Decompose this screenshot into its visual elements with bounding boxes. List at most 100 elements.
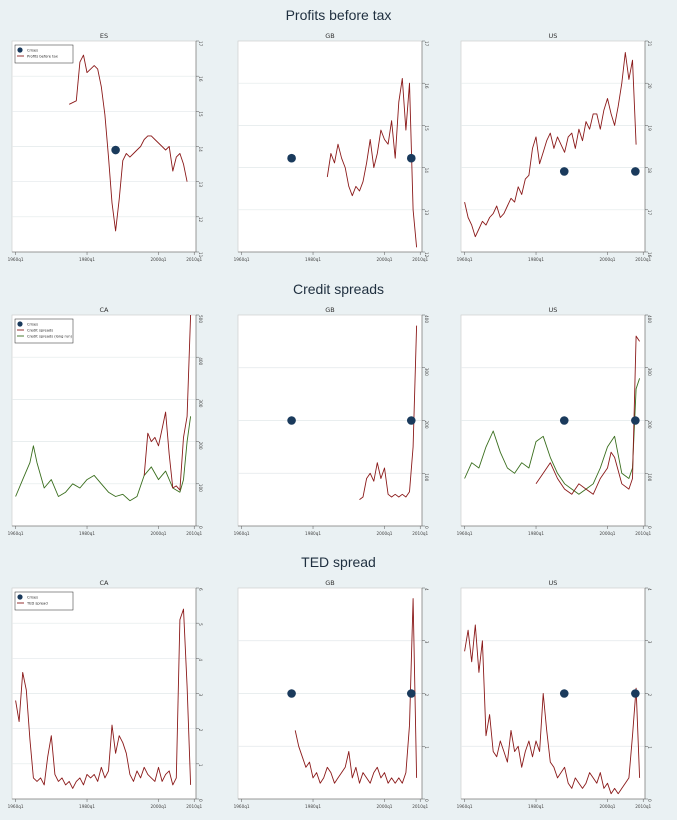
crisis-marker (559, 416, 569, 425)
y-tick-label: 17 (198, 41, 203, 47)
y-tick-label: 0 (424, 526, 429, 529)
y-tick-label: 19 (647, 125, 652, 131)
chart-panel-gb: GB 12 13 14 15 16 17 1960q1 1980q1 2000q1 2010q1 (232, 30, 446, 273)
x-tick-label: 2010q1 (186, 257, 202, 262)
x-tick-label: 2000q1 (150, 531, 166, 536)
x-tick-label: 1980q1 (79, 257, 95, 262)
x-tick-label: 1980q1 (305, 804, 321, 809)
y-tick-label: 17 (424, 41, 429, 47)
y-tick-label: 3 (198, 694, 203, 697)
y-tick-label: 12 (198, 217, 203, 223)
y-tick-label: 200 (424, 421, 429, 429)
legend-box (14, 318, 74, 344)
y-tick-label: 4 (647, 588, 652, 591)
y-tick-label: 400 (647, 315, 652, 323)
chart-svg: GB 0 100 200 300 400 1960q1 1980q1 2000q1 2010q1 (234, 306, 429, 536)
x-tick-label: 2010q1 (412, 257, 428, 262)
chart-panel-us: US 16 17 18 19 20 21 1960q1 1980q1 2000q1 2010q1 (455, 30, 669, 273)
chart-svg: US 0 1 2 3 4 1960q1 1980q1 2000q1 2010q1 (457, 579, 652, 809)
legend-label: Profits before tax (27, 55, 59, 59)
chart-panel-us: US 0 100 200 300 400 1960q1 1980q1 2000q1 2010q1 (455, 304, 669, 547)
crisis-marker (559, 167, 569, 176)
crisis-marker (287, 689, 296, 698)
panel-title: ES (100, 32, 108, 40)
chart-panel-ca: CA 0 100 200 300 400 500 1960q1 1980q1 2000q1 2010… (6, 304, 220, 547)
series-line-0 (69, 54, 188, 232)
panel-title: US (549, 579, 558, 587)
plot-area (237, 40, 423, 253)
x-tick-label: 1980q1 (79, 804, 95, 809)
series-line-0 (15, 608, 192, 789)
y-tick-label: 0 (198, 799, 203, 802)
y-tick-label: 0 (424, 799, 429, 802)
chart-panel-us: US 0 1 2 3 4 1960q1 1980q1 2000q1 2010q1 (455, 577, 669, 820)
panel-title: US (549, 306, 558, 314)
y-tick-label: 16 (198, 76, 203, 82)
panel-title: GB (325, 306, 335, 314)
legend-marker (17, 47, 23, 53)
y-tick-label: 13 (198, 182, 203, 188)
x-tick-label: 2010q1 (186, 531, 202, 536)
x-tick-label: 1980q1 (528, 257, 544, 262)
legend-label: Credit spreads (27, 329, 53, 333)
chart-panel-ca: CA 0 1 2 3 4 5 6 1960q1 1980q1 2000q1 2010q1 Crises T… (6, 577, 220, 820)
y-tick-label: 18 (647, 168, 652, 174)
chart-svg: CA 0 1 2 3 4 5 6 1960q1 1980q1 2000q1 2010q1 Crises T… (8, 579, 203, 809)
series-line-1 (15, 416, 192, 502)
y-tick-label: 17 (647, 210, 652, 216)
section-title-credit-spreads: Credit spreads (292, 281, 385, 297)
panel-title: CA (100, 306, 110, 314)
x-tick-label: 2000q1 (599, 257, 615, 262)
y-tick-label: 0 (647, 526, 652, 529)
x-tick-label: 1980q1 (305, 257, 321, 262)
y-tick-label: 21 (647, 41, 652, 47)
chart-panel-gb: GB 0 100 200 300 400 1960q1 1980q1 2000q1 2010q1 (232, 304, 446, 547)
crisis-marker (287, 416, 296, 425)
panel-title: GB (325, 579, 335, 587)
x-tick-label: 2010q1 (635, 531, 651, 536)
x-tick-label: 2000q1 (376, 531, 392, 536)
crisis-marker (631, 416, 640, 425)
y-tick-label: 400 (198, 357, 203, 365)
x-tick-label: 1960q1 (234, 257, 250, 262)
x-tick-label: 1980q1 (528, 804, 544, 809)
chart-svg: ES 11 12 13 14 15 16 17 1960q1 1980q1 2000q1 2010q1… (8, 32, 203, 262)
y-tick-label: 1 (647, 746, 652, 749)
section-title-ted-spread: TED spread (301, 554, 376, 570)
y-tick-label: 12 (424, 252, 429, 258)
x-tick-label: 1980q1 (305, 531, 321, 536)
plot-area (11, 314, 197, 527)
series-line-1 (464, 378, 641, 495)
crisis-marker (406, 416, 416, 425)
panel-title: US (549, 32, 558, 40)
y-tick-label: 500 (198, 315, 203, 323)
y-tick-label: 300 (424, 368, 429, 376)
series-line-0 (464, 624, 641, 795)
crisis-marker (559, 689, 569, 698)
legend-label: Credit spreads (long run) (27, 335, 73, 339)
y-tick-label: 3 (647, 641, 652, 644)
y-tick-label: 300 (198, 399, 203, 407)
x-tick-label: 1960q1 (457, 257, 473, 262)
y-tick-label: 15 (424, 125, 429, 131)
series-line-0 (535, 335, 640, 495)
y-tick-label: 100 (198, 484, 203, 492)
x-tick-label: 2010q1 (412, 804, 428, 809)
y-tick-label: 14 (424, 168, 429, 174)
series-line-0 (294, 598, 418, 784)
x-tick-label: 2000q1 (150, 257, 166, 262)
x-tick-label: 2000q1 (376, 257, 392, 262)
x-tick-label: 1980q1 (528, 531, 544, 536)
x-tick-label: 2010q1 (412, 531, 428, 536)
legend-marker (17, 594, 23, 600)
y-tick-label: 0 (198, 526, 203, 529)
y-tick-label: 1 (198, 764, 203, 767)
y-tick-label: 2 (198, 729, 203, 732)
y-tick-label: 20 (647, 83, 652, 89)
chart-svg: GB 0 1 2 3 4 1960q1 1980q1 2000q1 2010q1 (234, 579, 429, 809)
panel-title: GB (325, 32, 335, 40)
y-tick-label: 200 (198, 442, 203, 450)
x-tick-label: 1960q1 (457, 804, 473, 809)
panel-title: CA (100, 579, 110, 587)
y-tick-label: 4 (198, 658, 203, 661)
